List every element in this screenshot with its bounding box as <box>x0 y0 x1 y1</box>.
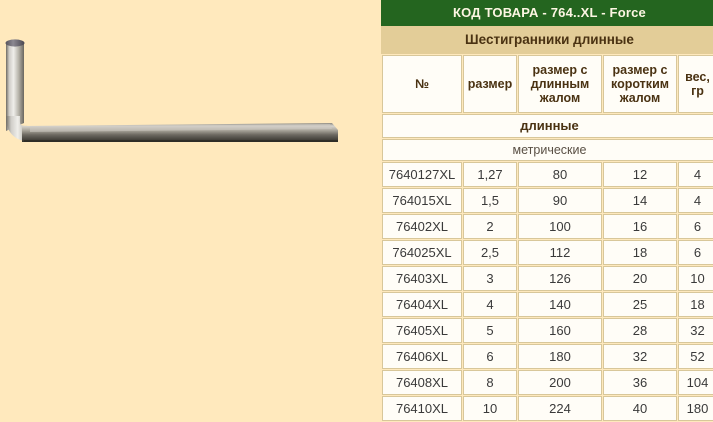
cell-number: 764015XL <box>382 188 462 213</box>
cell-weight: 104 <box>678 370 713 395</box>
cell-weight: 6 <box>678 240 713 265</box>
cell-weight: 180 <box>678 396 713 421</box>
cell-weight: 4 <box>678 162 713 187</box>
product-spec-page: КОД ТОВАРА - 764..XL - Force Шестигранни… <box>5 0 713 422</box>
cell-number: 76406XL <box>382 344 462 369</box>
cell-short_tip: 32 <box>603 344 677 369</box>
table-row[interactable]: 76404XL 4 140 25 18 <box>382 292 713 317</box>
table-row[interactable]: 764015XL 1,5 90 14 4 <box>382 188 713 213</box>
spec-table-pane: КОД ТОВАРА - 764..XL - Force Шестигранни… <box>375 0 713 422</box>
table-row[interactable]: 76403XL 3 126 20 10 <box>382 266 713 291</box>
cell-short_tip: 16 <box>603 214 677 239</box>
cell-number: 76408XL <box>382 370 462 395</box>
cell-long_tip: 100 <box>518 214 602 239</box>
cell-short_tip: 40 <box>603 396 677 421</box>
cell-number: 76405XL <box>382 318 462 343</box>
cell-long_tip: 140 <box>518 292 602 317</box>
cell-weight: 10 <box>678 266 713 291</box>
column-header-number: № <box>382 55 462 113</box>
cell-short_tip: 28 <box>603 318 677 343</box>
long-hex-key-photo <box>5 39 338 142</box>
table-row[interactable]: 76406XL 6 180 32 52 <box>382 344 713 369</box>
column-header-weight: вес, гр <box>678 55 713 113</box>
cell-long_tip: 90 <box>518 188 602 213</box>
cell-weight: 4 <box>678 188 713 213</box>
cell-long_tip: 112 <box>518 240 602 265</box>
cell-number: 76410XL <box>382 396 462 421</box>
cell-long_tip: 160 <box>518 318 602 343</box>
specifications-table: № размер размер с длинным жалом размер с… <box>381 54 713 422</box>
cell-size: 2,5 <box>463 240 517 265</box>
column-header-short-tip: размер с коротким жалом <box>603 55 677 113</box>
cell-size: 1,5 <box>463 188 517 213</box>
cell-short_tip: 14 <box>603 188 677 213</box>
cell-weight: 18 <box>678 292 713 317</box>
column-header-size: размер <box>463 55 517 113</box>
cell-size: 1,27 <box>463 162 517 187</box>
cell-long_tip: 80 <box>518 162 602 187</box>
table-subsection-row: метрические <box>382 139 713 161</box>
table-section-row: длинные <box>382 114 713 138</box>
table-row[interactable]: 76405XL 5 160 28 32 <box>382 318 713 343</box>
cell-number: 76403XL <box>382 266 462 291</box>
table-header-row: № размер размер с длинным жалом размер с… <box>382 55 713 113</box>
cell-number: 76404XL <box>382 292 462 317</box>
specifications-table-body: № размер размер с длинным жалом размер с… <box>382 55 713 421</box>
table-row[interactable]: 76408XL 8 200 36 104 <box>382 370 713 395</box>
product-subtitle-bar: Шестигранники длинные <box>381 26 713 54</box>
cell-size: 5 <box>463 318 517 343</box>
cell-size: 2 <box>463 214 517 239</box>
cell-number: 76402XL <box>382 214 462 239</box>
cell-short_tip: 18 <box>603 240 677 265</box>
section-label-long: длинные <box>382 114 713 138</box>
product-code-bar: КОД ТОВАРА - 764..XL - Force <box>381 0 713 26</box>
cell-size: 8 <box>463 370 517 395</box>
cell-short_tip: 20 <box>603 266 677 291</box>
table-row[interactable]: 76410XL 10 224 40 180 <box>382 396 713 421</box>
table-row[interactable]: 7640127XL 1,27 80 12 4 <box>382 162 713 187</box>
table-row[interactable]: 764025XL 2,5 112 18 6 <box>382 240 713 265</box>
column-header-long-tip: размер с длинным жалом <box>518 55 602 113</box>
cell-size: 3 <box>463 266 517 291</box>
cell-long_tip: 224 <box>518 396 602 421</box>
cell-weight: 32 <box>678 318 713 343</box>
cell-number: 764025XL <box>382 240 462 265</box>
cell-size: 10 <box>463 396 517 421</box>
cell-size: 4 <box>463 292 517 317</box>
table-row[interactable]: 76402XL 2 100 16 6 <box>382 214 713 239</box>
cell-weight: 6 <box>678 214 713 239</box>
product-photo-pane <box>5 39 338 142</box>
cell-size: 6 <box>463 344 517 369</box>
cell-weight: 52 <box>678 344 713 369</box>
cell-long_tip: 126 <box>518 266 602 291</box>
cell-number: 7640127XL <box>382 162 462 187</box>
cell-short_tip: 12 <box>603 162 677 187</box>
cell-long_tip: 180 <box>518 344 602 369</box>
cell-short_tip: 36 <box>603 370 677 395</box>
cell-short_tip: 25 <box>603 292 677 317</box>
cell-long_tip: 200 <box>518 370 602 395</box>
subsection-label-metric: метрические <box>382 139 713 161</box>
